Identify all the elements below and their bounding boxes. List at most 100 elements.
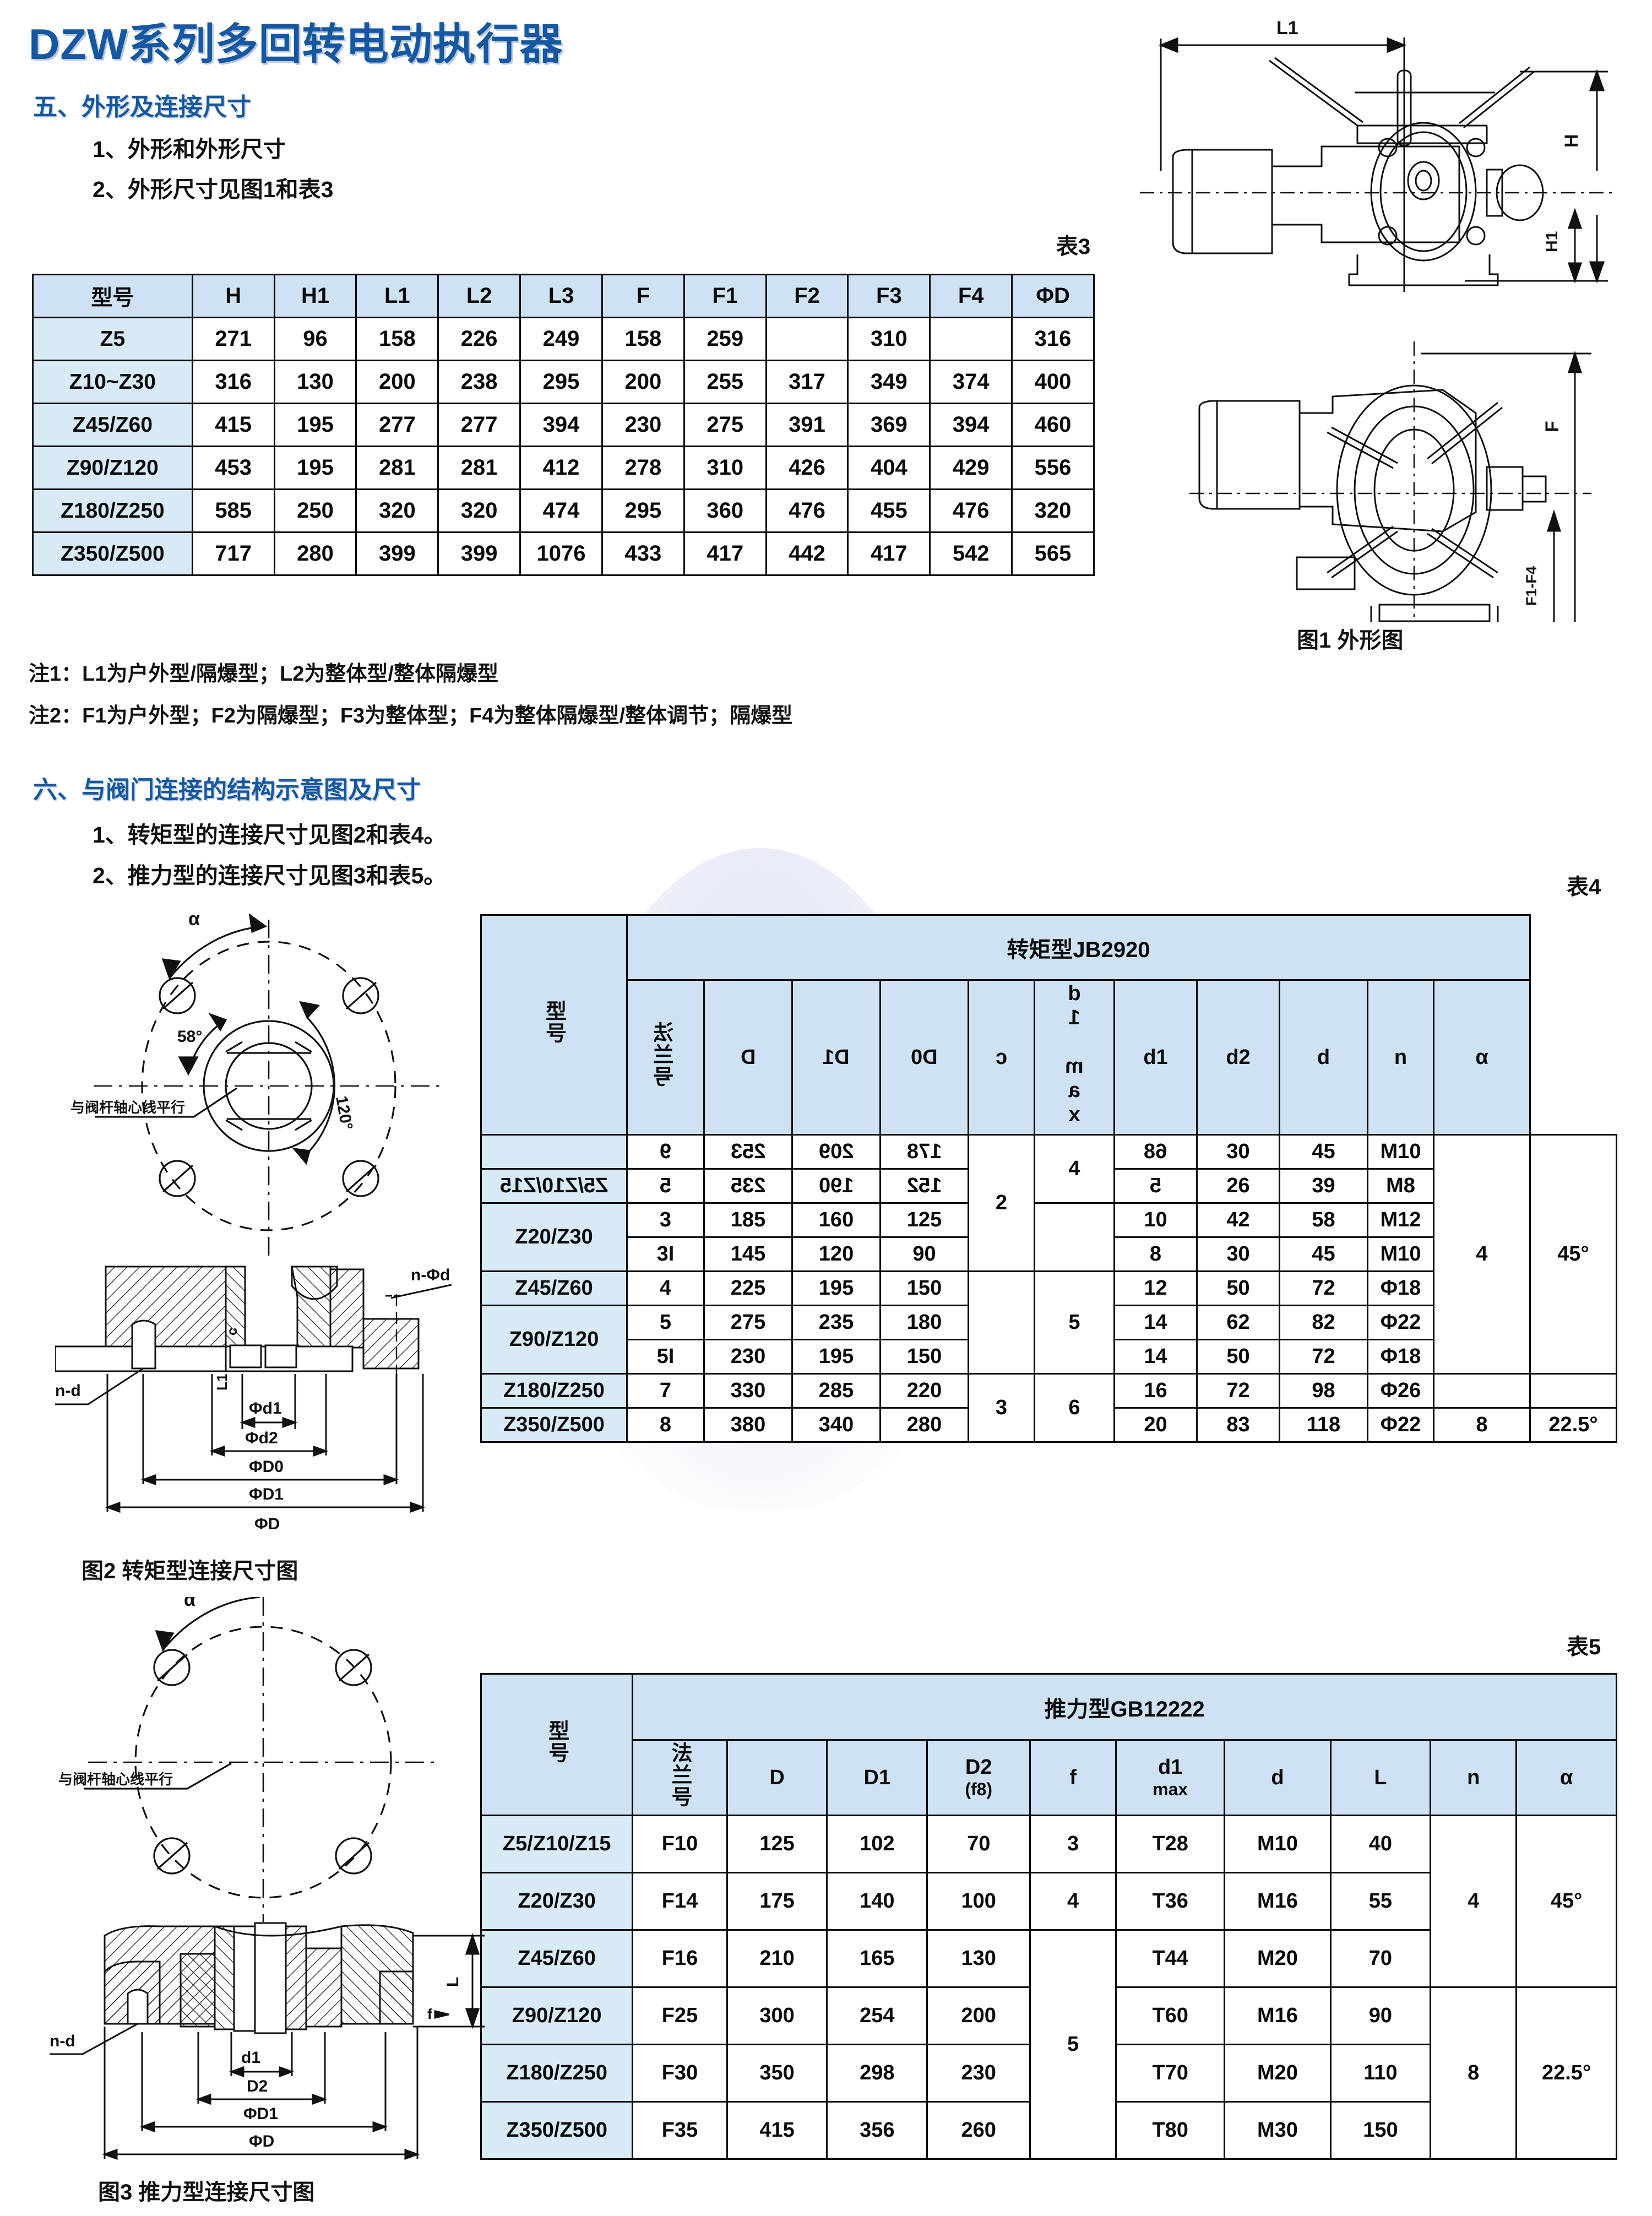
cell-flange: 3I (626, 1236, 705, 1272)
table-row: Z180/Z250 7 330 285 220 3 6 16 72 98 Φ26 (480, 1373, 1617, 1443)
cell-value: 230 (601, 403, 685, 447)
dim-label-phi-D1: ΦD1 (249, 1485, 284, 1503)
cell-n: 8 (1433, 1407, 1531, 1443)
cell-dthread: Φ18 (1367, 1339, 1434, 1375)
cell-alpha-merged: 22.5° (1515, 1986, 1617, 2160)
cell-d: 145 (703, 1236, 793, 1272)
table-row: 9 253 209 178 2 4 68 30 45 M10 4 45° (480, 1134, 1617, 1375)
cell-value: 433 (601, 531, 685, 576)
table-row: Z180/Z250 F30 350 298 230 T70 M20 110 (480, 2044, 1617, 2103)
cell-alpha: 22.5° (1529, 1407, 1617, 1443)
cell-d1: 10 (1113, 1202, 1198, 1238)
cell-value: 226 (437, 317, 521, 361)
th-phid: ΦD (1011, 274, 1095, 318)
dim-label-n-phi-d: n-Φd (411, 1266, 450, 1284)
section-5-item-2: 2、外形尺寸见图1和表3 (93, 177, 334, 202)
th-n: n (1367, 979, 1434, 1136)
cell-d1max-merged-5: 5 (1034, 1270, 1115, 1375)
figure-3-note: 与阀杆轴心线平行 (58, 1771, 173, 1788)
cell-flange: 5 (626, 1168, 705, 1204)
cell-dthread: Φ26 (1367, 1373, 1434, 1409)
cell-flange: 8 (626, 1407, 705, 1443)
cell-d0: 150 (879, 1339, 969, 1375)
cell-value: 316 (1011, 317, 1095, 361)
figure-1-actuator-top-view: F F1-F4 L (1189, 341, 1591, 622)
table-row: Z45/Z60 4 225 195 150 5 12 50 72 Φ18 (480, 1270, 1617, 1375)
figure-1-actuator-side-view: L1 H H1 (1140, 18, 1613, 292)
th-d2: d2 (1196, 979, 1280, 1136)
th-alpha: α (1515, 1739, 1617, 1816)
cell-value: 542 (929, 531, 1013, 576)
dim-label-n-d: n-d (50, 2032, 75, 2050)
cell-d2: 30 (1196, 1134, 1280, 1170)
cell-model: Z10~Z30 (32, 360, 193, 404)
dim-label-58deg: 58° (177, 1028, 202, 1046)
cell-d1big: 340 (791, 1407, 881, 1443)
cell-d1: 102 (826, 1815, 928, 1873)
cell-d1big: 235 (791, 1305, 881, 1340)
cell-l: 40 (1329, 1815, 1432, 1873)
cell-value: 426 (765, 446, 849, 490)
cell-dhole-a: 98 (1279, 1373, 1368, 1409)
cell-model: Z45/Z60 (480, 1270, 628, 1306)
cell-d1max: T28 (1115, 1815, 1226, 1873)
cell-value: 565 (1011, 531, 1095, 576)
cell-value: 277 (437, 403, 521, 447)
cell-flange: F35 (632, 2101, 728, 2160)
th-flange: 法兰号 (632, 1739, 728, 1816)
cell-value: 317 (765, 360, 849, 404)
cell-model: Z350/Z500 (32, 531, 193, 576)
cell-d: 175 (726, 1872, 828, 1931)
th-f2: F2 (765, 274, 849, 318)
cell-dhole-a: 118 (1279, 1407, 1368, 1443)
cell-value: 399 (355, 531, 439, 576)
cell-value: 200 (355, 360, 439, 404)
cell-d2: 50 (1196, 1339, 1280, 1375)
table-row: 5I 230 195 150 14 50 72 Φ18 (481, 1339, 1617, 1375)
cell-d1max-blank (1034, 1202, 1115, 1272)
th-f1: F1 (683, 274, 767, 318)
cell-d: 253 (703, 1134, 793, 1170)
cell-value: 320 (355, 488, 439, 533)
cell-value: 412 (519, 446, 603, 490)
cell-d1: 8 (1113, 1236, 1198, 1272)
cell-c-blank (968, 1270, 1035, 1375)
table-row: Z350/Z500 717 280 399 399 1076 433 417 442 417 542… (32, 531, 1095, 576)
figure-3-thrust-section-view: d1 D2 ΦD1 ΦD L f n-d (50, 1922, 485, 2160)
cell-d1: 165 (826, 1929, 928, 1988)
cell-flange: 9 (626, 1134, 705, 1170)
cell-f-merged: 5 (1029, 1929, 1117, 2160)
cell-value: 277 (355, 403, 439, 447)
cell-value: 476 (929, 488, 1013, 533)
cell-d2: 70 (926, 1815, 1031, 1873)
dim-label-D2: D2 (247, 2077, 268, 2095)
cell-d: 380 (703, 1407, 793, 1443)
table-3-note-1: 注1：L1为户外型/隔爆型；L2为整体型/整体隔爆型 (29, 662, 498, 686)
cell-d1: 14 (1113, 1305, 1198, 1340)
cell-value (765, 317, 849, 361)
cell-d1big: 190 (791, 1168, 881, 1204)
cell-value: 394 (929, 403, 1013, 447)
cell-dthread: M10 (1367, 1236, 1434, 1272)
th-c: c (968, 979, 1035, 1136)
cell-d1max: T44 (1115, 1929, 1226, 1988)
cell-flange: F16 (632, 1929, 728, 1988)
dim-label-H: H (1561, 134, 1582, 148)
cell-d1big: 195 (791, 1270, 881, 1306)
cell-d1: 20 (1113, 1407, 1198, 1443)
table-row: Z10~Z30 316 130 200 238 295 200 255 317 349 374 400 (32, 360, 1095, 404)
cell-value: 281 (437, 446, 521, 490)
th-h: H (191, 274, 275, 318)
cell-value: 717 (191, 531, 275, 576)
cell-model: Z5 (32, 317, 193, 361)
cell-d1max: T70 (1115, 2044, 1226, 2103)
cell-value: 316 (191, 360, 275, 404)
cell-dthread: M12 (1367, 1202, 1434, 1238)
cell-flange: 3 (626, 1202, 705, 1238)
cell-dthread: Φ22 (1367, 1407, 1434, 1443)
cell-d: 235 (703, 1168, 793, 1204)
dim-label-phi-D: ΦD (254, 1515, 280, 1533)
cell-d2: 83 (1196, 1407, 1280, 1443)
cell-d: 300 (726, 1986, 828, 2045)
table-row: Z180/Z250 585 250 320 320 474 295 360 476 455 476 3… (32, 488, 1095, 533)
